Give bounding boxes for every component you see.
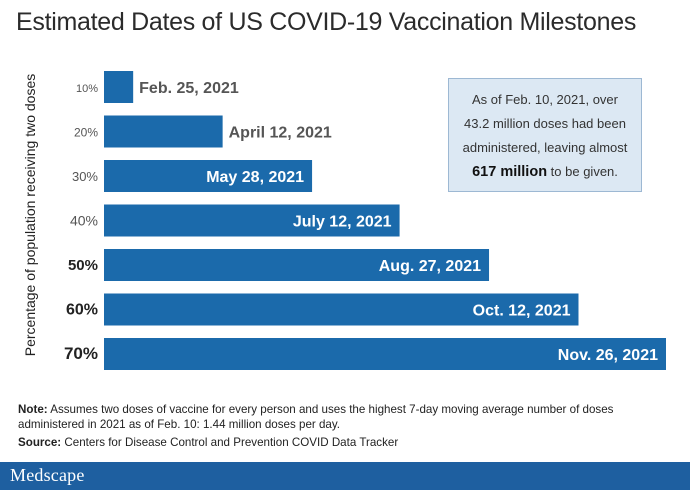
y-tick-label: 70%: [64, 344, 98, 363]
source-line: Source: Centers for Disease Control and …: [18, 436, 678, 449]
bar: [104, 249, 490, 281]
bar: [104, 160, 313, 192]
callout-highlight: 617 million: [472, 164, 548, 180]
bar: [104, 293, 579, 326]
chart-title: Estimated Dates of US COVID-19 Vaccinati…: [16, 8, 637, 36]
callout-line-1: As of Feb. 10, 2021, over: [472, 92, 618, 107]
footer-bar: Medscape: [0, 462, 690, 490]
callout-line-2: 43.2 million doses had been: [464, 116, 626, 131]
bar-data-label: Feb. 25, 2021: [139, 80, 239, 97]
bar: [104, 71, 134, 103]
footnote: Note: Assumes two doses of vaccine for e…: [18, 402, 678, 432]
medscape-logo: Medscape: [10, 465, 85, 485]
y-tick-label: 30%: [72, 169, 98, 184]
bar-data-label: Aug. 27, 2021: [379, 258, 481, 275]
bar-data-label: Oct. 12, 2021: [473, 303, 571, 320]
bar: [104, 338, 666, 370]
bar-data-label: April 12, 2021: [229, 125, 332, 142]
y-tick-label: 40%: [70, 213, 98, 229]
bar-data-label: May 28, 2021: [206, 169, 304, 186]
bar: [104, 204, 400, 237]
source-label: Source:: [18, 436, 62, 449]
bar: [104, 115, 223, 148]
callout-box: As of Feb. 10, 2021, over 43.2 million d…: [448, 78, 642, 192]
callout-line-4: 617 million to be given.: [449, 160, 641, 184]
note-text: Assumes two doses of vaccine for every p…: [18, 403, 614, 431]
y-tick-label: 10%: [76, 83, 98, 95]
y-tick-label: 60%: [66, 302, 98, 319]
callout-line-3: administered, leaving almost: [462, 140, 628, 155]
callout-line-4-rest: to be given.: [547, 164, 618, 179]
bar-data-label: July 12, 2021: [293, 214, 392, 231]
bar-chart: 10% Feb. 25, 2021 20% April 12, 2021 30% May …: [64, 71, 666, 370]
bar-data-label: Nov. 26, 2021: [558, 347, 658, 364]
y-tick-label: 20%: [74, 126, 98, 140]
y-tick-label: 50%: [68, 257, 98, 274]
note-label: Note:: [18, 403, 48, 416]
source-text: Centers for Disease Control and Preventi…: [61, 436, 399, 449]
